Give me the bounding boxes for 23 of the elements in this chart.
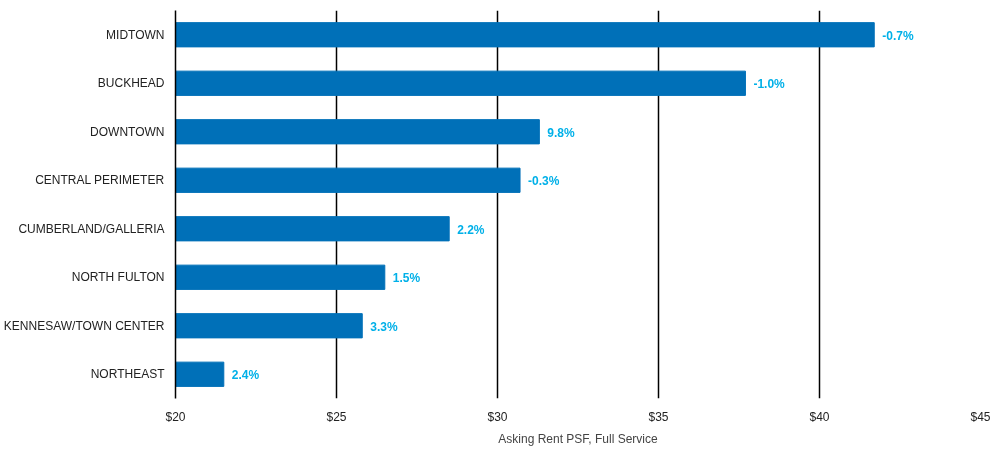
y-tick-label: DOWNTOWN bbox=[90, 124, 165, 139]
x-tick-label: $40 bbox=[809, 409, 830, 424]
annotation: 2.2% bbox=[457, 222, 485, 237]
annotation: 9.8% bbox=[547, 125, 576, 140]
x-tick-label: $35 bbox=[648, 409, 669, 424]
y-tick-label: NORTH FULTON bbox=[71, 270, 165, 285]
annotation: 1.5% bbox=[392, 271, 421, 286]
y-tick-label: BUCKHEAD bbox=[97, 76, 165, 91]
x-tick-label: $45 bbox=[970, 409, 991, 424]
annotation: -1.0% bbox=[753, 77, 786, 92]
annotation: 3.3% bbox=[370, 319, 398, 334]
annotation: -0.7% bbox=[882, 28, 914, 43]
y-tick-label: CUMBERLAND/GALLERIA bbox=[18, 221, 165, 236]
x-tick-label: $20 bbox=[165, 409, 186, 424]
x-axis-title: Asking Rent PSF, Full Service bbox=[498, 431, 659, 446]
y-tick-label: KENNESAW/TOWN CENTER bbox=[3, 318, 165, 333]
y-tick-label: NORTHEAST bbox=[90, 367, 166, 382]
annotation: -0.3% bbox=[528, 174, 560, 189]
y-tick-label: MIDTOWN bbox=[106, 27, 165, 42]
x-tick-label: $30 bbox=[487, 409, 508, 424]
annotation: 2.4% bbox=[231, 368, 260, 383]
x-tick-label: $25 bbox=[326, 409, 347, 424]
y-tick-label: CENTRAL PERIMETER bbox=[35, 173, 165, 188]
